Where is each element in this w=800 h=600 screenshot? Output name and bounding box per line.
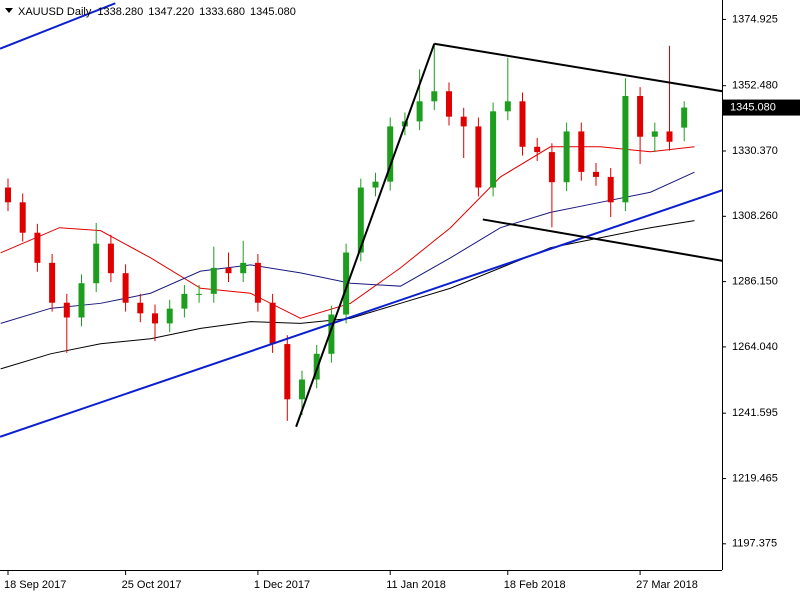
candle-body [578,131,585,172]
x-tick-label: 18 Sep 2017 [4,579,66,591]
candle-body [490,111,497,188]
candle-body [5,187,11,203]
x-tick-label: 27 Mar 2018 [636,579,698,591]
candle-body [622,95,629,203]
candle-body [387,126,394,182]
candle-body [78,283,85,318]
candle-body [166,308,173,324]
candle-body [122,273,129,303]
moving-average [0,220,695,370]
candle-body [446,91,452,117]
trendline [482,218,722,262]
candle-body [504,101,511,112]
candle-body [313,353,320,380]
candle-body [637,95,644,137]
y-tick-label: 1197.375 [732,538,777,550]
candle-body [666,131,673,142]
candle-body [210,267,217,294]
candle-body [19,202,26,233]
ohlc-value: 1347.220 [148,6,194,18]
ohlc-value: 1345.080 [250,6,296,18]
ohlc-value: 1333.680 [199,6,245,18]
y-tick-label: 1330.370 [732,145,778,157]
last-price-box [723,99,800,116]
trendline [434,42,722,93]
x-tick-label: 25 Oct 2017 [122,579,182,591]
candle-body [93,243,100,284]
y-tick-label: 1374.925 [732,13,778,25]
candle-body [519,101,526,147]
candle-body [416,101,423,122]
candle-body [137,302,144,314]
candle-body [593,171,599,177]
last-price-label: 1345.080 [730,101,776,113]
candle-body [328,314,335,354]
trendline [295,43,436,428]
candle-body [240,262,247,274]
candle-body [343,252,350,315]
candle-body [284,344,291,400]
y-tick-label: 1219.465 [732,472,778,484]
candle-body [269,302,276,345]
moving-average [0,171,695,324]
y-tick-label: 1352.480 [732,80,778,92]
plot-area [0,2,722,438]
x-tick-label: 1 Dec 2017 [254,579,310,591]
y-tick-label: 1286.150 [732,276,778,288]
trendline [0,189,722,438]
candle-body [563,131,570,183]
candle-body [548,152,555,183]
candle-body [460,116,467,127]
trendline [0,2,116,50]
candle-body [357,187,364,253]
y-tick-label: 1264.040 [732,341,778,353]
y-tick-label: 1241.595 [732,407,778,419]
x-tick-label: 11 Jan 2018 [386,579,446,591]
candle-body [49,262,56,303]
x-tick-label: 18 Feb 2018 [504,579,566,591]
candle-body [63,302,70,318]
ohlc-value: 1338.280 [97,6,143,18]
candle-body [181,293,188,309]
chart-title: XAUUSD Daily [18,6,92,18]
candle-body [534,146,541,153]
candle-body [372,181,379,188]
candle-body [651,131,658,137]
menu-arrow[interactable] [5,8,13,13]
candle-body [607,176,614,203]
candle-body [254,262,261,303]
candle-body [107,243,114,274]
candle-body [681,107,688,128]
candle-body [299,379,305,400]
candle-body [225,267,232,274]
candle-body [34,232,41,263]
candle-body [431,91,438,102]
candle-body [196,293,203,295]
candle-body [152,313,158,324]
candle-body [475,126,482,188]
y-tick-label: 1308.260 [732,210,778,222]
